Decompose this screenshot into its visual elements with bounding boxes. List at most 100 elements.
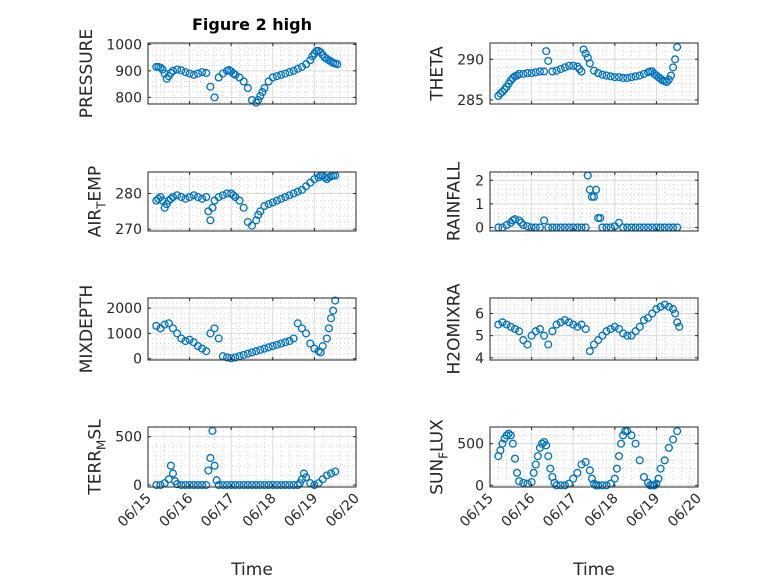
data-point [589,192,599,201]
data-point [544,56,553,65]
data-point [285,336,294,346]
data-point [644,313,653,322]
panel-mixdepth-y-axis-label: MIXDEPTH [77,285,97,374]
data-point [306,339,315,348]
data-point [264,481,273,490]
data-point [326,314,336,323]
data-point [189,481,198,490]
data-point [260,201,269,211]
data-point [173,191,182,200]
data-point [502,320,511,329]
data-point [247,481,257,490]
data-point [664,443,673,452]
data-point [598,70,607,79]
data-point [585,59,594,68]
x-axis-label-right: Time [572,560,615,580]
data-point [326,469,336,478]
data-point [542,441,551,450]
data-point [322,471,331,480]
data-point [602,327,611,336]
data-point [575,64,584,74]
data-point [293,64,302,73]
data-point [502,221,511,230]
data-point [281,192,290,202]
panel-theta: 285 290 THETA [428,42,699,109]
data-point [239,481,248,490]
data-point [556,318,565,327]
data-point [310,175,319,184]
data-point [564,61,574,70]
data-point [218,191,227,200]
data-point [675,322,684,331]
data-point [247,348,257,357]
data-point [494,320,503,329]
data-point [596,213,605,223]
data-point [289,189,298,198]
data-point [533,452,542,461]
data-point [227,354,236,363]
data-point [564,318,574,327]
data-point [198,344,207,353]
data-point [256,91,265,101]
data-point [331,467,340,476]
data-point [619,329,628,338]
data-point [185,335,194,344]
data-point [297,62,306,71]
data-point [289,66,298,75]
data-point [214,481,223,490]
data-point [198,481,207,490]
data-point [660,300,669,309]
data-point [531,327,540,336]
data-point [500,85,509,94]
data-point [527,69,536,78]
x-tick-label: 06/15 [115,491,155,531]
data-point [177,334,186,343]
data-point [235,196,244,205]
data-point [594,336,603,345]
y-tick-label: 0 [133,478,142,494]
y-tick-label: 0 [475,478,484,494]
y-tick-label: 2 [475,173,484,189]
panel-pressure: 800 900 1000 PRESSURE [77,29,357,118]
panel-terr-msl-y-axis-label: TERRMSL [86,419,109,496]
data-point [210,461,219,470]
data-point [535,324,544,334]
data-point [656,302,665,311]
data-point [189,191,198,200]
data-point [214,334,223,343]
panel-sun-flux-y-axis-label: SUNFLUX [428,419,451,495]
panel-rainfall-axes-box [489,171,699,232]
data-point [619,73,628,83]
data-point [173,65,182,74]
x-tick-label: 06/20 [323,491,363,531]
data-point [210,324,219,333]
panel-air-temp-series [152,171,340,230]
data-point [293,481,302,490]
data-point [589,340,599,349]
y-tick-label: 290 [457,52,484,68]
data-point [627,331,636,340]
data-point [264,77,273,86]
data-point [654,474,663,483]
data-point [152,321,161,330]
data-point [668,63,678,72]
data-point [598,331,607,340]
data-point [614,73,624,82]
data-point [519,478,528,487]
data-point [173,329,182,338]
panel-pressure-axes-box [147,42,357,105]
figure-title: Figure 2 high [192,15,312,34]
data-point [214,73,223,82]
data-point [508,73,517,83]
panel-rainfall-grid [489,172,699,231]
data-point [671,55,680,64]
data-point [206,453,215,463]
data-point [264,200,273,209]
data-point [668,435,678,444]
panel-sun-flux: 06/15 06/16 06/17 06/18 06/19 06/20 0 500 SUNFLU… [428,419,705,531]
data-point [631,439,640,448]
data-point [602,481,611,490]
data-point [664,302,673,311]
data-point [229,191,238,200]
y-tick-label: 0 [133,352,142,368]
